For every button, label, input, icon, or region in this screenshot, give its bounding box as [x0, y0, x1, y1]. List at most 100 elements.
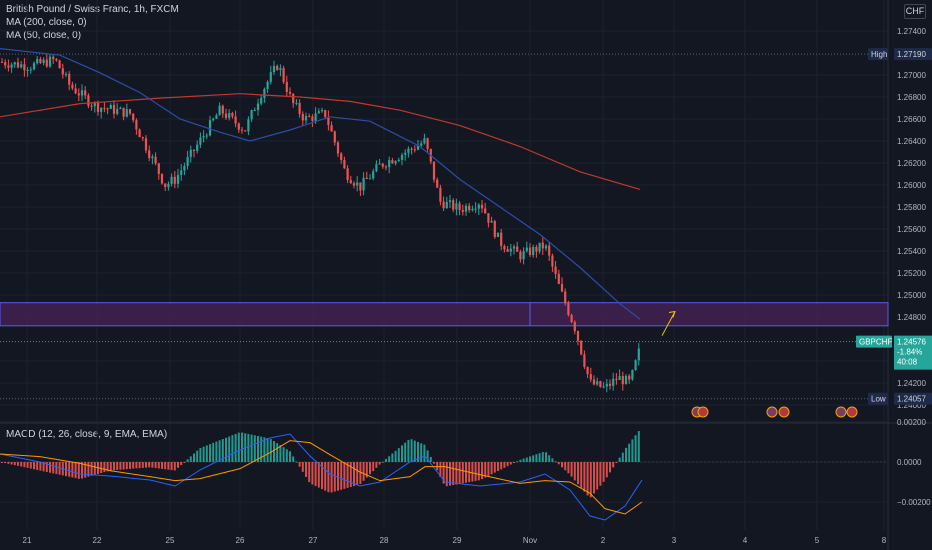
- price-tick-label: 1.27000: [897, 71, 926, 80]
- candle-body: [490, 221, 493, 223]
- macd-bar: [84, 462, 87, 478]
- candle-body: [295, 103, 298, 105]
- macd-bar: [87, 462, 90, 477]
- candle-body: [279, 68, 282, 70]
- x-tick-label: Nov: [523, 536, 537, 545]
- candle-body: [544, 245, 548, 249]
- macd-bar: [125, 462, 128, 470]
- candle-body: [416, 145, 420, 150]
- candle-body: [340, 153, 343, 160]
- candle-body: [148, 150, 151, 159]
- candle-body: [599, 381, 602, 388]
- candle-body: [468, 205, 471, 211]
- macd-bar: [391, 453, 394, 462]
- candle-body: [71, 84, 74, 89]
- candle-body: [624, 375, 628, 385]
- candle-body: [535, 246, 538, 252]
- candle-body: [564, 291, 567, 304]
- macd-bar: [541, 452, 544, 462]
- macd-bar: [500, 462, 503, 470]
- macd-bar: [340, 462, 343, 490]
- macd-bar: [263, 437, 266, 462]
- x-tick-label: 4: [743, 536, 748, 545]
- candle-body: [372, 171, 375, 179]
- candle-body: [503, 245, 506, 250]
- macd-bar: [68, 462, 71, 477]
- macd-bar: [173, 462, 176, 471]
- macd-bar: [461, 462, 464, 484]
- candle-body: [263, 88, 266, 98]
- candle-body: [426, 138, 429, 149]
- macd-bar: [141, 462, 144, 468]
- macd-bar: [285, 449, 288, 462]
- candle-body: [164, 183, 167, 188]
- macd-bar: [458, 462, 461, 484]
- candle-body: [199, 137, 202, 145]
- price-tick-label: 1.26000: [897, 181, 926, 190]
- ma50-legend[interactable]: MA (50, close, 0): [6, 30, 82, 41]
- candle-body: [36, 58, 39, 64]
- macd-bar: [420, 443, 423, 462]
- macd-bar: [369, 462, 371, 475]
- macd-bar: [378, 462, 381, 465]
- macd-tick-label: 0.00200: [897, 418, 926, 427]
- macd-bar: [452, 462, 455, 486]
- candle-body: [228, 113, 231, 118]
- candle-body: [10, 64, 13, 68]
- macd-legend[interactable]: MACD (12, 26, close, 9, EMA, EMA): [6, 429, 168, 440]
- macd-bar: [474, 462, 477, 481]
- macd-bar: [570, 462, 573, 477]
- candle-body: [522, 251, 525, 260]
- macd-bar: [532, 455, 535, 462]
- macd-bar: [151, 462, 154, 468]
- macd-bar: [209, 444, 211, 462]
- candle-body: [378, 163, 381, 165]
- symbol-label-bg: [856, 335, 892, 348]
- macd-bar: [77, 462, 80, 479]
- currency-badge[interactable]: CHF: [904, 4, 926, 19]
- candle-body: [125, 109, 128, 117]
- candle-body: [244, 130, 247, 132]
- candle-body: [189, 149, 192, 157]
- macd-bar: [586, 462, 589, 496]
- x-tick-label: 26: [236, 536, 245, 545]
- macd-bar: [7, 462, 10, 464]
- ma200-legend[interactable]: MA (200, close, 0): [6, 17, 87, 28]
- candle-body: [122, 107, 125, 117]
- macd-bar: [266, 438, 269, 462]
- x-tick-label: 25: [166, 536, 175, 545]
- candle-body: [128, 109, 132, 114]
- candle-body: [20, 64, 23, 68]
- macd-bar: [45, 462, 48, 472]
- candle-body: [631, 370, 634, 380]
- macd-bar: [193, 453, 195, 462]
- candle-body: [484, 208, 487, 214]
- candle-body: [327, 116, 330, 126]
- price-tick-label: 1.26400: [897, 137, 926, 146]
- macd-bar: [180, 462, 183, 465]
- candle-body: [474, 208, 477, 210]
- macd-bar: [100, 462, 103, 474]
- macd-bar: [189, 456, 192, 462]
- price-tick-label: 1.25000: [897, 291, 926, 300]
- candle-body: [202, 136, 205, 138]
- macd-bar: [90, 462, 93, 476]
- candle-body: [458, 203, 461, 210]
- candle-body: [330, 125, 333, 132]
- macd-bar: [324, 462, 327, 491]
- candle-body: [509, 248, 512, 252]
- macd-bar: [311, 462, 314, 485]
- candle-body: [205, 135, 208, 137]
- macd-bar: [365, 462, 368, 478]
- macd-bar: [449, 462, 451, 486]
- macd-bar: [10, 462, 13, 465]
- candle-body: [368, 178, 372, 180]
- macd-bar: [170, 462, 173, 471]
- macd-bar: [362, 462, 365, 481]
- macd-bar: [218, 440, 221, 462]
- candle-body: [196, 144, 199, 151]
- macd-bar: [260, 436, 263, 462]
- candle-body: [573, 322, 576, 332]
- macd-bar: [436, 462, 439, 471]
